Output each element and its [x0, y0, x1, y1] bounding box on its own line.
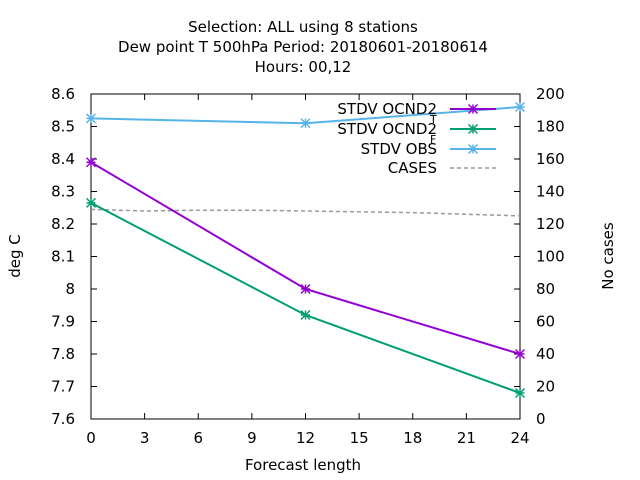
y-tick-label: 8.1 [51, 248, 75, 266]
axis-ticks: 0 3 6 9 12 15 18 21 24 7.6 7.7 7.8 7.9 8 8.1 8.2 8.3 8.4 8… [51, 85, 565, 447]
legend-marker-0 [467, 103, 479, 115]
y-tick-label: 7.7 [51, 378, 75, 396]
y2-tick-label: 200 [536, 85, 565, 103]
legend-sub-1: F [430, 133, 436, 146]
y2-tick-label: 40 [536, 345, 555, 363]
y2-tick-label: 120 [536, 215, 565, 233]
y-tick-label: 8.6 [51, 85, 75, 103]
y-tick-label: 7.8 [51, 345, 75, 363]
y-tick-label: 7.9 [51, 313, 75, 331]
y-axis-label: deg C [6, 234, 24, 278]
legend-marker-1 [467, 123, 479, 135]
x-tick-label: 12 [296, 429, 315, 447]
legend-sub-0: T [429, 113, 437, 126]
x-tick-label: 24 [510, 429, 529, 447]
legend-label-0: STDV OCND2 [337, 100, 437, 118]
y2-tick-label: 100 [536, 248, 565, 266]
y-tick-label: 8.5 [51, 118, 75, 136]
x-tick-label: 6 [193, 429, 203, 447]
legend-label-1: STDV OCND2 [337, 120, 437, 138]
y2-tick-label: 0 [536, 410, 546, 428]
y2-tick-label: 180 [536, 118, 565, 136]
series-0-point [514, 348, 526, 360]
series-line-0 [90, 161, 521, 355]
chart-title: Selection: ALL using 8 stations Dew poin… [118, 18, 488, 76]
series-2-point [514, 101, 526, 113]
y-tick-label: 7.6 [51, 410, 75, 428]
y2-tick-label: 60 [536, 313, 555, 331]
x-tick-label: 0 [86, 429, 96, 447]
x-tick-label: 21 [457, 429, 476, 447]
series-line-1 [90, 201, 521, 394]
title-line-3: Hours: 00,12 [255, 58, 352, 76]
series-1-point [300, 309, 311, 321]
title-line-2: Dew point T 500hPa Period: 20180601-2018… [118, 38, 488, 56]
series-1-point [514, 387, 526, 399]
legend-label-2: STDV OBS [361, 140, 437, 158]
y2-tick-label: 80 [536, 280, 555, 298]
series-2-point [300, 118, 311, 129]
legend-marker-2 [467, 143, 479, 155]
x-tick-label: 15 [350, 429, 369, 447]
x-tick-label: 18 [403, 429, 422, 447]
legend-label-3: CASES [388, 159, 437, 177]
y2-tick-label: 140 [536, 183, 565, 201]
x-axis-label: Forecast length [245, 456, 361, 474]
y-tick-label: 8.3 [51, 183, 75, 201]
series-0-point [300, 283, 311, 295]
series-line-3 [90, 208, 521, 217]
x-tick-label: 3 [140, 429, 150, 447]
series-2-point [85, 113, 97, 124]
y-tick-label: 8.4 [51, 150, 75, 168]
x-tick-label: 9 [247, 429, 257, 447]
y2-axis-label: No cases [599, 222, 617, 290]
series-group [85, 101, 526, 399]
y-tick-label: 8.2 [51, 215, 75, 233]
series-0-point [85, 157, 97, 168]
series-1-point [85, 197, 97, 208]
y2-tick-label: 160 [536, 150, 565, 168]
y2-tick-label: 20 [536, 378, 555, 396]
title-line-1: Selection: ALL using 8 stations [188, 18, 418, 36]
y-tick-label: 8 [65, 280, 75, 298]
